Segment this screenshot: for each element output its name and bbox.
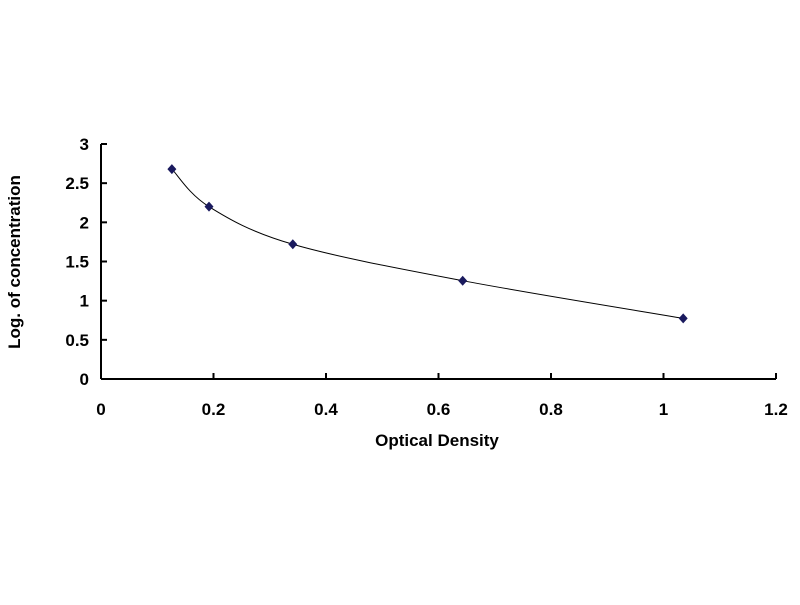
x-axis-label: Optical Density — [375, 431, 499, 450]
y-tick-label: 1 — [80, 292, 89, 311]
x-tick-label: 0.2 — [202, 400, 226, 419]
axes — [100, 143, 777, 380]
x-tick-label: 0.8 — [539, 400, 563, 419]
data-point — [167, 164, 177, 175]
tick-labels: 0 0.2 0.4 0.6 0.8 1 1.2 0 0.5 1 1.5 2 2.5 3 — [65, 135, 787, 419]
x-tick-label: 1.2 — [764, 400, 788, 419]
data-point — [204, 201, 214, 212]
x-tick-label: 0.4 — [314, 400, 338, 419]
y-tick-label: 2 — [80, 213, 89, 232]
y-tick-label: 0 — [80, 370, 89, 389]
y-tick-label: 1.5 — [65, 253, 89, 272]
series-curve — [171, 168, 684, 319]
data-point — [678, 313, 688, 324]
markers — [167, 164, 688, 324]
y-tick-label: 0.5 — [65, 331, 89, 350]
data-point — [288, 239, 298, 250]
x-tick-label: 0.6 — [427, 400, 451, 419]
x-tick-label: 1 — [659, 400, 668, 419]
y-axis-label: Log. of concentration — [5, 175, 24, 349]
y-tick-label: 3 — [80, 135, 89, 154]
x-tick-label: 0 — [96, 400, 105, 419]
y-tick-label: 2.5 — [65, 174, 89, 193]
data-point — [458, 275, 468, 286]
